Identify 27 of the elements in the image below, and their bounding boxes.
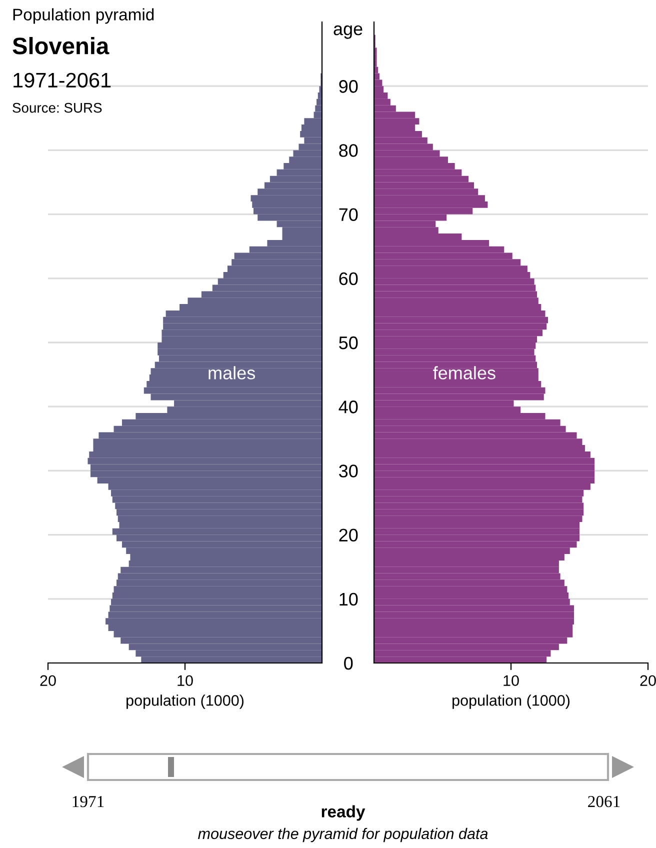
y-tick-label: 0: [344, 656, 353, 670]
x-tick-label: 10: [504, 675, 519, 686]
text: ready: [322, 805, 366, 821]
series-label: females: [433, 366, 496, 380]
x-axis-title: population (1000): [126, 694, 244, 709]
text: 1971-2061: [14, 72, 111, 88]
text: Slovenia: [12, 36, 110, 54]
x-tick-label: 20: [40, 675, 56, 686]
y-tick-label: 80: [339, 144, 358, 157]
y-tick-label: 10: [340, 592, 358, 606]
text: mouseover the pyramid for population data: [198, 828, 488, 842]
annotation: Population pyramid: [13, 8, 154, 24]
x-tick-label: 20: [640, 675, 656, 686]
x-axis-title: population (1000): [452, 694, 570, 709]
y-tick-label: 50: [339, 336, 358, 350]
y-tick-label: 70: [339, 208, 358, 222]
y-tick-label: 90: [339, 80, 358, 93]
y-tick-label: 40: [338, 400, 358, 414]
x-tick-label: 10: [178, 675, 193, 686]
y-axis-title: age: [334, 25, 362, 39]
y-tick-label: 20: [339, 528, 358, 542]
text: 1971: [72, 796, 104, 808]
text: 2061: [588, 796, 620, 808]
y-tick-label: 30: [339, 464, 358, 478]
series-label: males: [208, 366, 256, 380]
annotation: Source: SURS: [12, 102, 102, 113]
y-tick-label: 60: [339, 272, 358, 286]
